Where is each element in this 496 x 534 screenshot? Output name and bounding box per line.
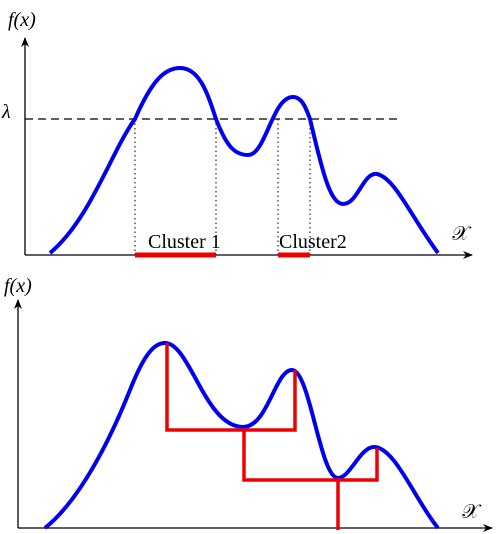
y-axis-label: f(x) xyxy=(4,275,32,297)
top-panel: f(x) λ Cluster 1 Cluster2 𝒳 xyxy=(1,9,473,259)
cluster-label: Cluster 1 xyxy=(148,231,221,253)
tree-branch xyxy=(242,430,379,482)
density-curve xyxy=(48,66,440,255)
cluster-label: Cluster2 xyxy=(279,231,347,253)
density-curve xyxy=(43,341,440,530)
tree-branch xyxy=(165,343,297,432)
y-axis-label: f(x) xyxy=(8,9,36,31)
x-axis-label: 𝒳 xyxy=(462,501,482,523)
threshold-label: λ xyxy=(1,101,11,123)
x-axis-label: 𝒳 xyxy=(452,223,472,245)
bottom-panel: f(x) 𝒳 xyxy=(4,275,493,532)
cluster-tree xyxy=(165,343,379,530)
level-set-boundaries xyxy=(134,119,311,255)
